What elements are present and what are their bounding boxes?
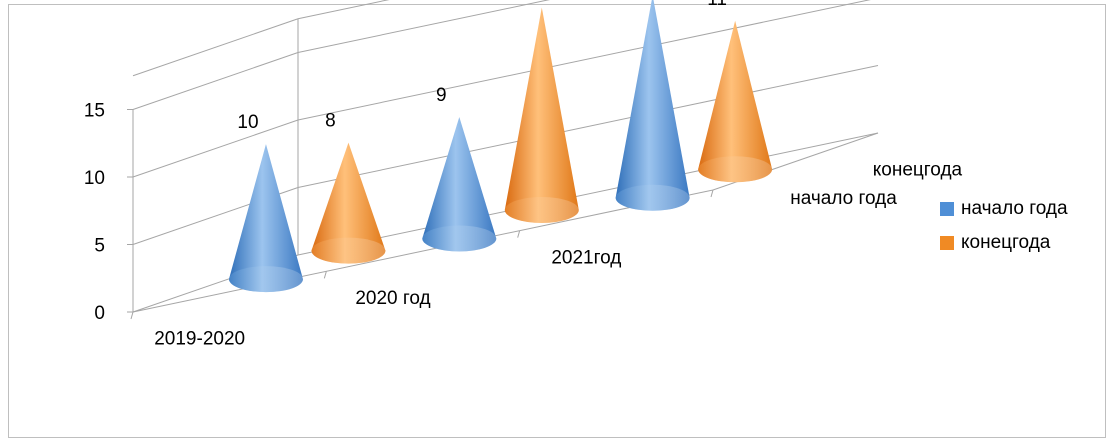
legend-item-start: начало года bbox=[940, 196, 1068, 222]
data-label: 11 bbox=[707, 0, 727, 10]
legend-label-end: конецгода bbox=[961, 232, 1051, 253]
cone-end-3 bbox=[698, 20, 773, 183]
x-tick-mark bbox=[517, 230, 521, 238]
cone-start-3-base bbox=[615, 184, 690, 211]
x-tick-mark bbox=[130, 311, 134, 320]
gridline-side-10 bbox=[132, 119, 299, 178]
cone-start-2-base bbox=[422, 225, 497, 252]
cone-start-1 bbox=[228, 144, 303, 293]
axis-layer bbox=[127, 18, 879, 320]
depth-label: начало года bbox=[790, 188, 897, 209]
y-tick-label: 10 bbox=[84, 168, 105, 189]
cone-end-3-base bbox=[698, 156, 773, 183]
legend-swatch-end bbox=[940, 236, 954, 250]
cone-start-2 bbox=[422, 116, 497, 252]
gridline-back-10 bbox=[297, 0, 871, 121]
gridline-back-0 bbox=[297, 132, 879, 256]
x-axis-line bbox=[132, 189, 714, 313]
x-category-label: 2020 год bbox=[355, 288, 430, 309]
label-layer: 0 5 10 15 2019-2020 2020 год 2021год начало год… bbox=[84, 0, 963, 350]
legend-label-start: начало года bbox=[961, 198, 1068, 219]
cone-end-2-base bbox=[504, 196, 579, 223]
depth-label: конецгода bbox=[873, 159, 963, 180]
cone-end-2 bbox=[504, 7, 579, 223]
cone-end-1-base bbox=[311, 237, 386, 264]
gridline-back-5 bbox=[297, 65, 879, 188]
legend-swatch-start bbox=[940, 202, 954, 216]
x-tick-mark bbox=[323, 271, 327, 279]
gridline-side-15 bbox=[132, 52, 299, 110]
x-category-label: 2019-2020 bbox=[154, 329, 245, 350]
cone-end-1 bbox=[311, 142, 386, 264]
grid-layer bbox=[132, 0, 879, 313]
y-tick-label: 5 bbox=[94, 236, 105, 257]
cone-start-1-base bbox=[228, 266, 303, 293]
cone-layer bbox=[228, 0, 773, 293]
x-tick-mark bbox=[710, 189, 714, 198]
legend: начало года конецгода bbox=[940, 196, 1068, 264]
gridline-side-top bbox=[132, 18, 299, 77]
data-label: 9 bbox=[436, 85, 447, 106]
y-tick-label: 0 bbox=[94, 303, 105, 324]
x-category-label: 2021год bbox=[551, 247, 621, 268]
y-tick-label: 15 bbox=[84, 101, 105, 122]
cone-start-3 bbox=[615, 0, 690, 211]
gridline-back-15 bbox=[297, 0, 551, 53]
data-label: 10 bbox=[237, 112, 258, 133]
data-label: 8 bbox=[325, 111, 336, 132]
legend-item-end: конецгода bbox=[940, 230, 1068, 256]
